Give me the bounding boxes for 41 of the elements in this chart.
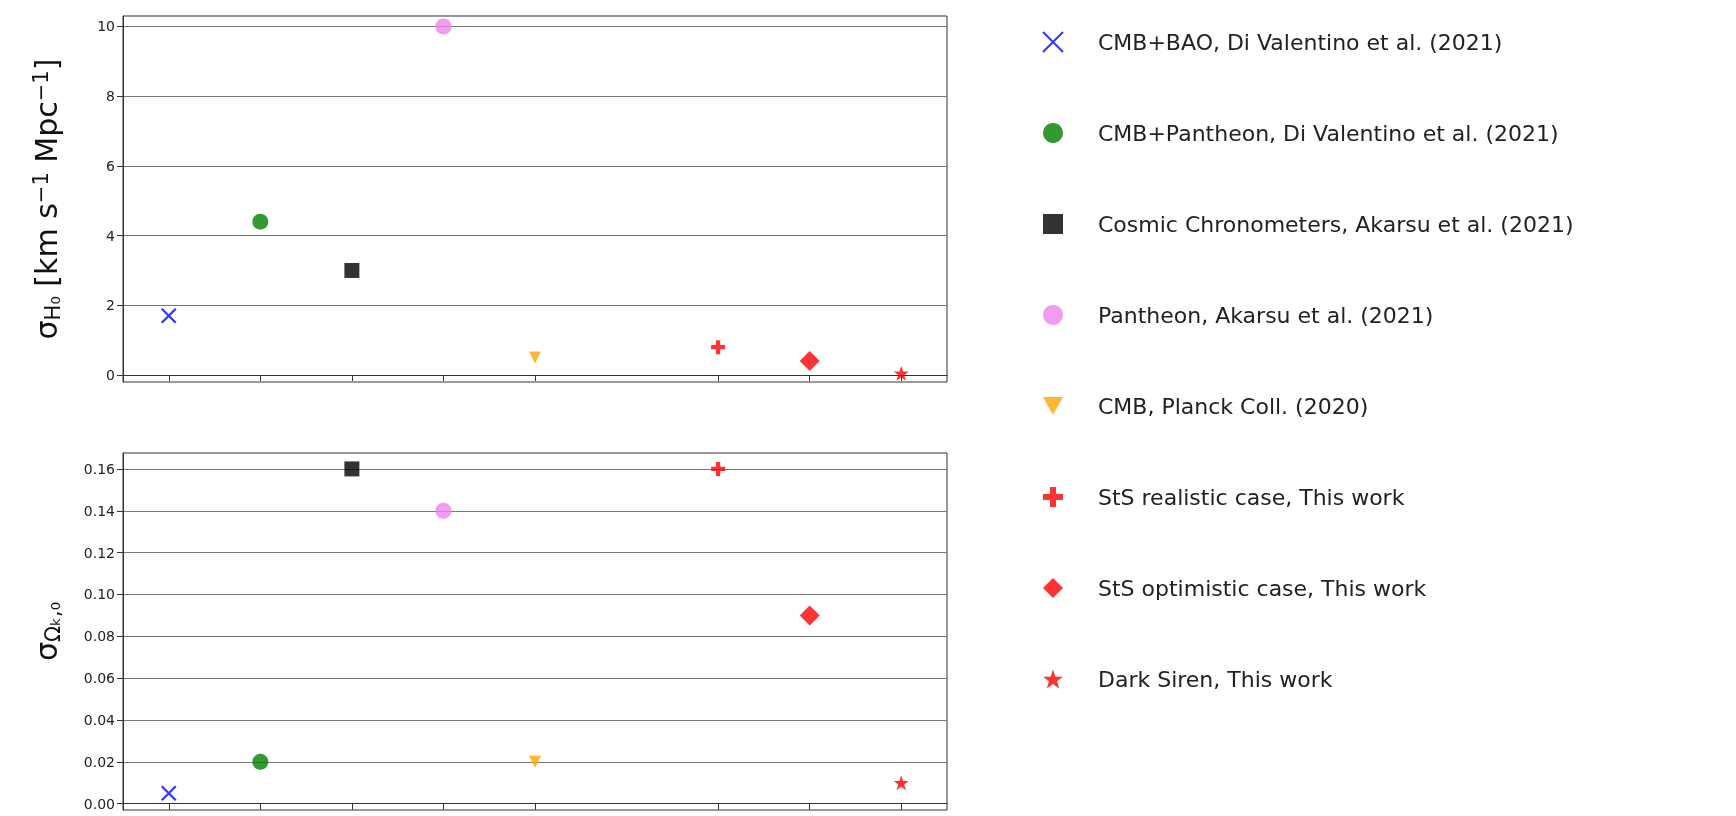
y-tick-label: 0.10 [83,586,115,603]
y-tick-label: 0.04 [83,712,116,729]
point [160,785,177,802]
point [160,307,177,324]
point [252,213,269,230]
y-tick-label: 10 [97,18,115,35]
point [344,461,360,477]
y-axis-title: σΩₖ,₀ [29,601,65,662]
legend-label: StS optimistic case, This work [1098,575,1427,601]
y-tick-label: 0.14 [83,502,116,519]
point [252,753,269,770]
y-tick-label: 0 [106,367,115,384]
y-tick-label: 6 [106,157,116,174]
point [529,351,541,364]
y-tick-label: 8 [106,88,115,105]
point [893,775,909,791]
legend-label: Cosmic Chronometers, Akarsu et al. (2021) [1098,211,1574,237]
point [799,351,820,372]
point [711,461,726,476]
point [435,18,452,35]
point [893,365,909,381]
y-tick-label: 2 [106,297,115,314]
legend-label: CMB+Pantheon, Di Valentino et al. (2021) [1098,120,1559,146]
point [711,340,726,355]
legend-label: CMB, Planck Coll. (2020) [1098,393,1369,419]
legend-label: StS realistic case, This work [1098,484,1405,510]
point [799,605,820,626]
y-tick-label: 0.06 [83,670,116,687]
point [435,502,452,519]
y-axis-title: σH₀ [km s−1 Mpc−1] [28,58,65,340]
y-tick-label: 0.12 [83,544,115,561]
y-tick-label: 0.00 [83,795,115,812]
y-tick-label: 0.16 [83,460,116,477]
point [344,262,360,278]
y-tick-label: 0.02 [83,753,115,770]
legend-label: CMB+BAO, Di Valentino et al. (2021) [1098,29,1503,55]
legend-label: Dark Siren, This work [1098,666,1333,692]
point [529,755,541,768]
y-tick-label: 4 [106,227,116,244]
legend-label: Pantheon, Akarsu et al. (2021) [1098,302,1434,328]
y-tick-label: 0.08 [83,628,115,645]
